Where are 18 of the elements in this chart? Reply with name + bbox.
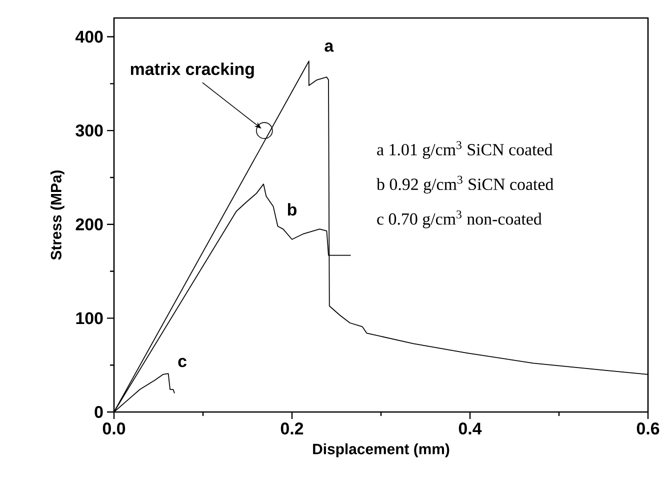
annotation: matrix cracking <box>130 62 254 79</box>
annotation: a <box>324 42 334 52</box>
annotation: c 0.70 g/cm$^{3}$ non-coated <box>377 210 542 228</box>
y-tick-label: 400 <box>75 30 103 43</box>
y-tick-label: 300 <box>76 124 103 137</box>
x-tick-label: 0.0 <box>102 422 126 435</box>
annotation: a 1.01 g/cm$^{3}$ SiCN coated <box>377 141 553 159</box>
x-axis-title: Displacement (mm) <box>313 443 450 458</box>
annotation: b 0.92 g/cm$^{3}$ SiCN coated <box>376 176 554 194</box>
y-tick-label: 0 <box>94 406 103 418</box>
y-axis-title: Stress (MPa) <box>50 170 64 260</box>
y-tick-label: 200 <box>76 218 103 230</box>
y-tick-label: 100 <box>76 312 103 324</box>
x-tick-label: 0.6 <box>636 422 660 435</box>
annotation: b <box>288 203 296 216</box>
x-tick-label: 0.4 <box>458 422 482 435</box>
x-tick-label: 0.2 <box>280 422 304 435</box>
annotation: c <box>178 358 187 368</box>
